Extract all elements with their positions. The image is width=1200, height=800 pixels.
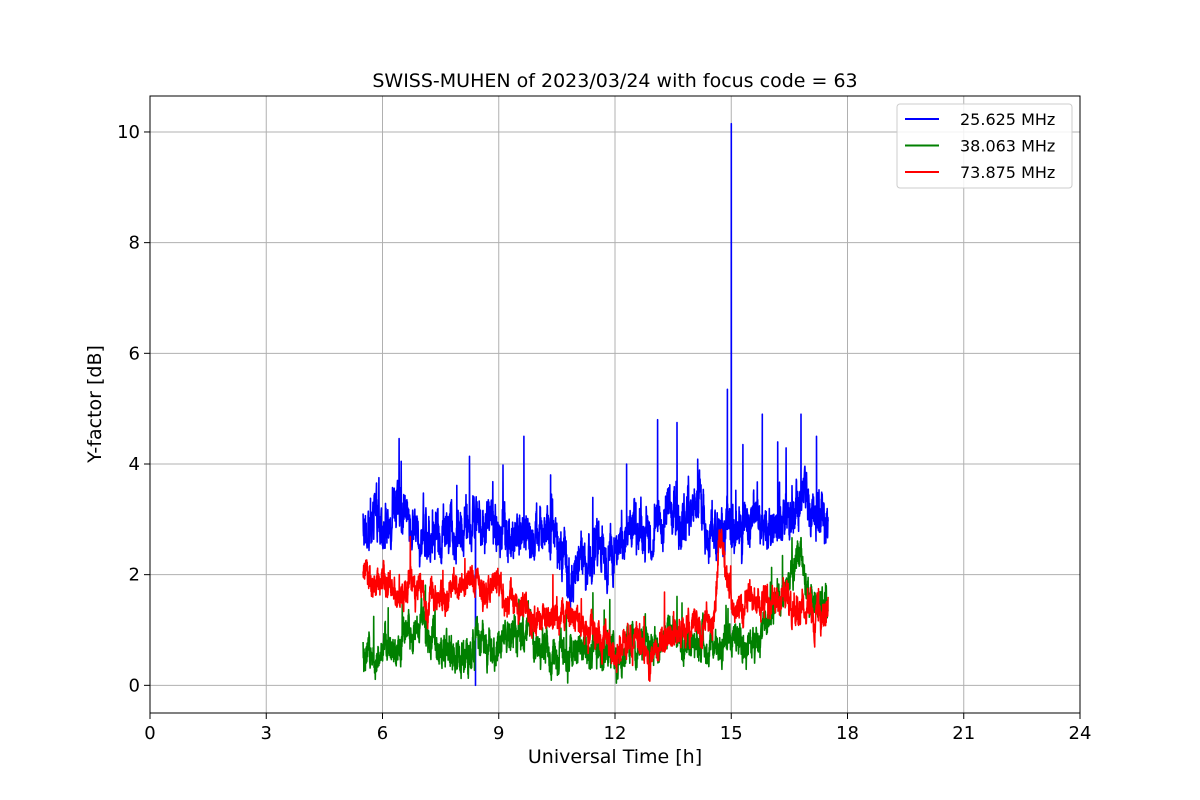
x-tick-label: 9 bbox=[493, 723, 504, 744]
x-tick-label: 0 bbox=[144, 723, 155, 744]
series-layer bbox=[362, 122, 829, 687]
x-tick-label: 3 bbox=[261, 723, 272, 744]
x-tick-label: 6 bbox=[377, 723, 388, 744]
legend-box bbox=[896, 103, 1073, 189]
y-tick-label: 0 bbox=[129, 675, 140, 696]
y-tick-label: 10 bbox=[117, 122, 140, 143]
y-tick-label: 6 bbox=[129, 343, 140, 364]
legend-entry: 38.063 MHz bbox=[960, 137, 1055, 156]
y-tick-label: 8 bbox=[129, 233, 140, 254]
x-tick-label: 21 bbox=[952, 723, 975, 744]
chart-title: SWISS-MUHEN of 2023/03/24 with focus cod… bbox=[372, 70, 857, 92]
x-axis: 0 3 6 9 12 15 18 21 24 bbox=[144, 713, 1091, 744]
y-axis: 0 2 4 6 8 10 bbox=[117, 122, 150, 696]
x-tick-label: 24 bbox=[1069, 723, 1092, 744]
y-tick-label: 2 bbox=[129, 565, 140, 586]
x-tick-label: 12 bbox=[604, 723, 627, 744]
series-line bbox=[362, 122, 829, 687]
grid bbox=[149, 96, 1081, 713]
y-tick-label: 4 bbox=[129, 454, 140, 475]
legend: 25.625 MHz 38.063 MHz 73.875 MHz bbox=[896, 103, 1073, 189]
y-axis-label: Y-factor [dB] bbox=[84, 345, 106, 464]
legend-entry: 25.625 MHz bbox=[960, 110, 1055, 129]
x-tick-label: 15 bbox=[720, 723, 743, 744]
x-tick-label: 18 bbox=[836, 723, 859, 744]
x-axis-label: Universal Time [h] bbox=[528, 746, 702, 768]
legend-entry: 73.875 MHz bbox=[960, 163, 1055, 182]
series-line bbox=[362, 528, 829, 682]
